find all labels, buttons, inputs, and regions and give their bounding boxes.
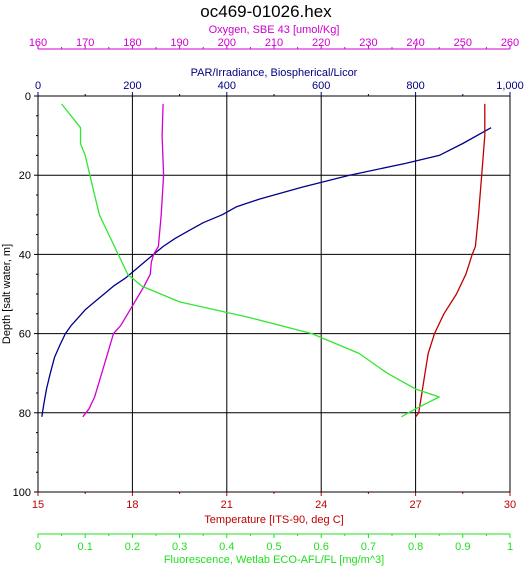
temperature-tick-label: 30 [504, 499, 516, 511]
fluorescence-tick-label: 0.2 [125, 541, 140, 553]
oxygen-tick-label: 220 [312, 37, 330, 49]
depth-tick-label: 20 [19, 170, 31, 182]
par-tick-label: 0 [35, 80, 41, 92]
depth-tick-label: 60 [19, 329, 31, 341]
par-tick-label: 400 [218, 80, 236, 92]
fluorescence-tick-label: 1 [507, 541, 513, 553]
fluorescence-axis-label: Fluorescence, Wetlab ECO-AFL/FL [mg/m^3] [164, 554, 384, 566]
fluorescence-tick-label: 0.7 [361, 541, 376, 553]
oxygen-tick-label: 170 [76, 37, 94, 49]
temperature-series-line [415, 103, 486, 418]
temperature-tick-label: 27 [409, 499, 421, 511]
chart-title: oc469-01026.hex [200, 2, 332, 21]
oxygen-tick-label: 190 [170, 37, 188, 49]
temperature-tick-label: 18 [126, 499, 138, 511]
oxygen-tick-label: 240 [406, 37, 424, 49]
depth-tick-label: 0 [25, 91, 31, 103]
par-tick-label: 800 [406, 80, 424, 92]
oxygen-tick-label: 210 [265, 37, 283, 49]
par-tick-label: 200 [123, 80, 141, 92]
fluorescence-tick-label: 0.6 [314, 541, 329, 553]
depth-axis-label: Depth [salt water, m] [1, 244, 13, 344]
temperature-axis-label: Temperature [ITS-90, deg C] [204, 514, 343, 526]
temperature-tick-label: 24 [315, 499, 327, 511]
oxygen-tick-label: 160 [29, 37, 47, 49]
par-axis-label: PAR/Irradiance, Biospherical/Licor [191, 67, 358, 79]
depth-tick-label: 80 [19, 408, 31, 420]
fluorescence-tick-label: 0.1 [78, 541, 93, 553]
temperature-tick-label: 21 [221, 499, 233, 511]
fluorescence-tick-label: 0.3 [172, 541, 187, 553]
plot-frame [37, 95, 511, 493]
par-tick-label: 1,000 [496, 80, 524, 92]
series-group [41, 103, 492, 418]
grid [38, 96, 510, 492]
fluorescence-tick-label: 0.9 [455, 541, 470, 553]
oxygen-tick-label: 180 [123, 37, 141, 49]
par-tick-label: 600 [312, 80, 330, 92]
depth-tick-label: 40 [19, 249, 31, 261]
oxygen-axis-label: Oxygen, SBE 43 [umol/Kg] [209, 24, 340, 36]
fluorescence-tick-label: 0.8 [408, 541, 423, 553]
fluorescence-tick-label: 0.5 [266, 541, 281, 553]
temperature-tick-label: 15 [32, 499, 44, 511]
fluorescence-tick-label: 0 [35, 541, 41, 553]
par-series-line [41, 127, 492, 417]
oxygen-tick-label: 230 [359, 37, 377, 49]
fluorescence-tick-label: 0.4 [219, 541, 234, 553]
oxygen-tick-label: 260 [501, 37, 519, 49]
oxygen-tick-label: 250 [454, 37, 472, 49]
oxygen-tick-label: 200 [218, 37, 236, 49]
oxygen-series-line [82, 103, 165, 418]
depth-tick-label: 100 [13, 487, 31, 499]
fluorescence-series-line [61, 103, 440, 418]
